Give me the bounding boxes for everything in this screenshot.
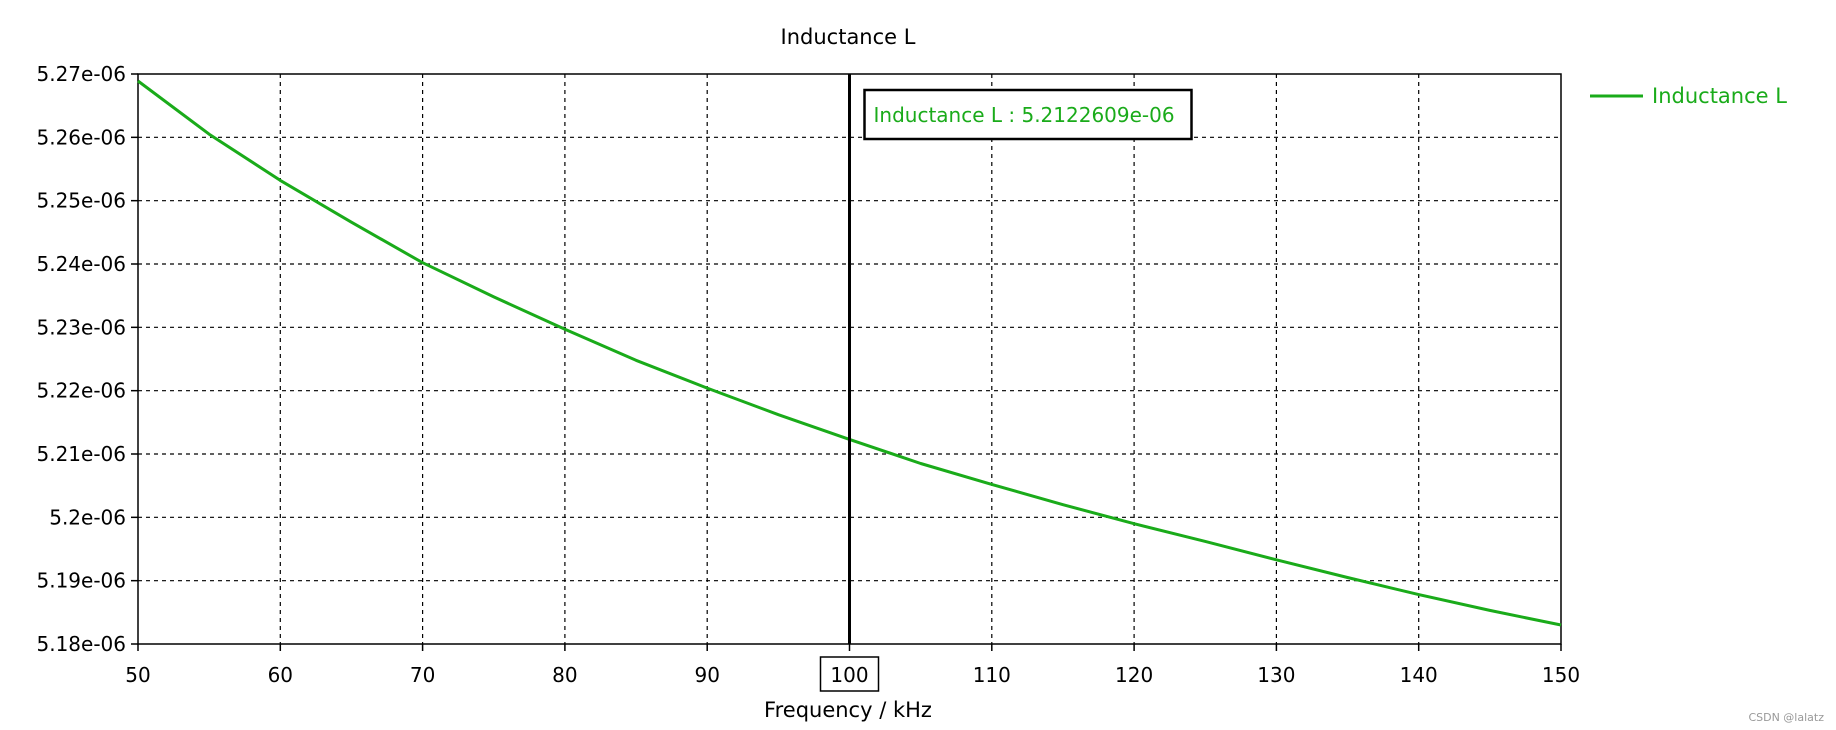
y-tick-label: 5.23e-06 xyxy=(36,315,126,339)
y-tick-label: 5.22e-06 xyxy=(36,379,126,403)
y-tick-label: 5.26e-06 xyxy=(36,125,126,149)
y-tick-label: 5.2e-06 xyxy=(49,505,126,529)
cursor-layer[interactable]: Inductance L : 5.2122609e-06 100 xyxy=(819,74,1193,692)
x-tick-label: 110 xyxy=(973,663,1011,687)
x-tick-label: 90 xyxy=(694,663,719,687)
y-tick-label: 5.27e-06 xyxy=(36,62,126,86)
grid xyxy=(138,74,1561,644)
y-tick-labels: 5.18e-06 5.19e-06 5.2e-06 5.21e-06 5.22e-06 5… xyxy=(36,62,126,656)
x-tick-label: 120 xyxy=(1115,663,1153,687)
cursor-x-label: 100 xyxy=(830,663,868,687)
x-tick-label: 140 xyxy=(1400,663,1438,687)
y-tick-label: 5.21e-06 xyxy=(36,442,126,466)
y-tick-label: 5.25e-06 xyxy=(36,189,126,213)
x-tick-label: 130 xyxy=(1257,663,1295,687)
cursor-readout-box xyxy=(863,88,1193,141)
cursor-x-box xyxy=(819,656,880,692)
legend: Inductance L xyxy=(1590,84,1787,108)
chart-title: Inductance L xyxy=(781,25,916,49)
watermark: CSDN @lalatz xyxy=(1748,711,1824,724)
axes xyxy=(131,73,1562,651)
x-axis-label: Frequency / kHz xyxy=(764,698,932,722)
x-tick-label: 50 xyxy=(125,663,150,687)
cursor-readout: Inductance L : 5.2122609e-06 xyxy=(874,103,1175,127)
y-tick-label: 5.19e-06 xyxy=(36,569,126,593)
x-tick-label: 60 xyxy=(268,663,293,687)
x-tick-label: 70 xyxy=(410,663,435,687)
x-tick-labels: 50 60 70 80 90 100 110 120 130 140 150 xyxy=(125,663,1580,687)
x-tick-label: 80 xyxy=(552,663,577,687)
legend-label: Inductance L xyxy=(1652,84,1787,108)
y-tick-label: 5.18e-06 xyxy=(36,632,126,656)
y-tick-label: 5.24e-06 xyxy=(36,252,126,276)
x-tick-label: 150 xyxy=(1542,663,1580,687)
